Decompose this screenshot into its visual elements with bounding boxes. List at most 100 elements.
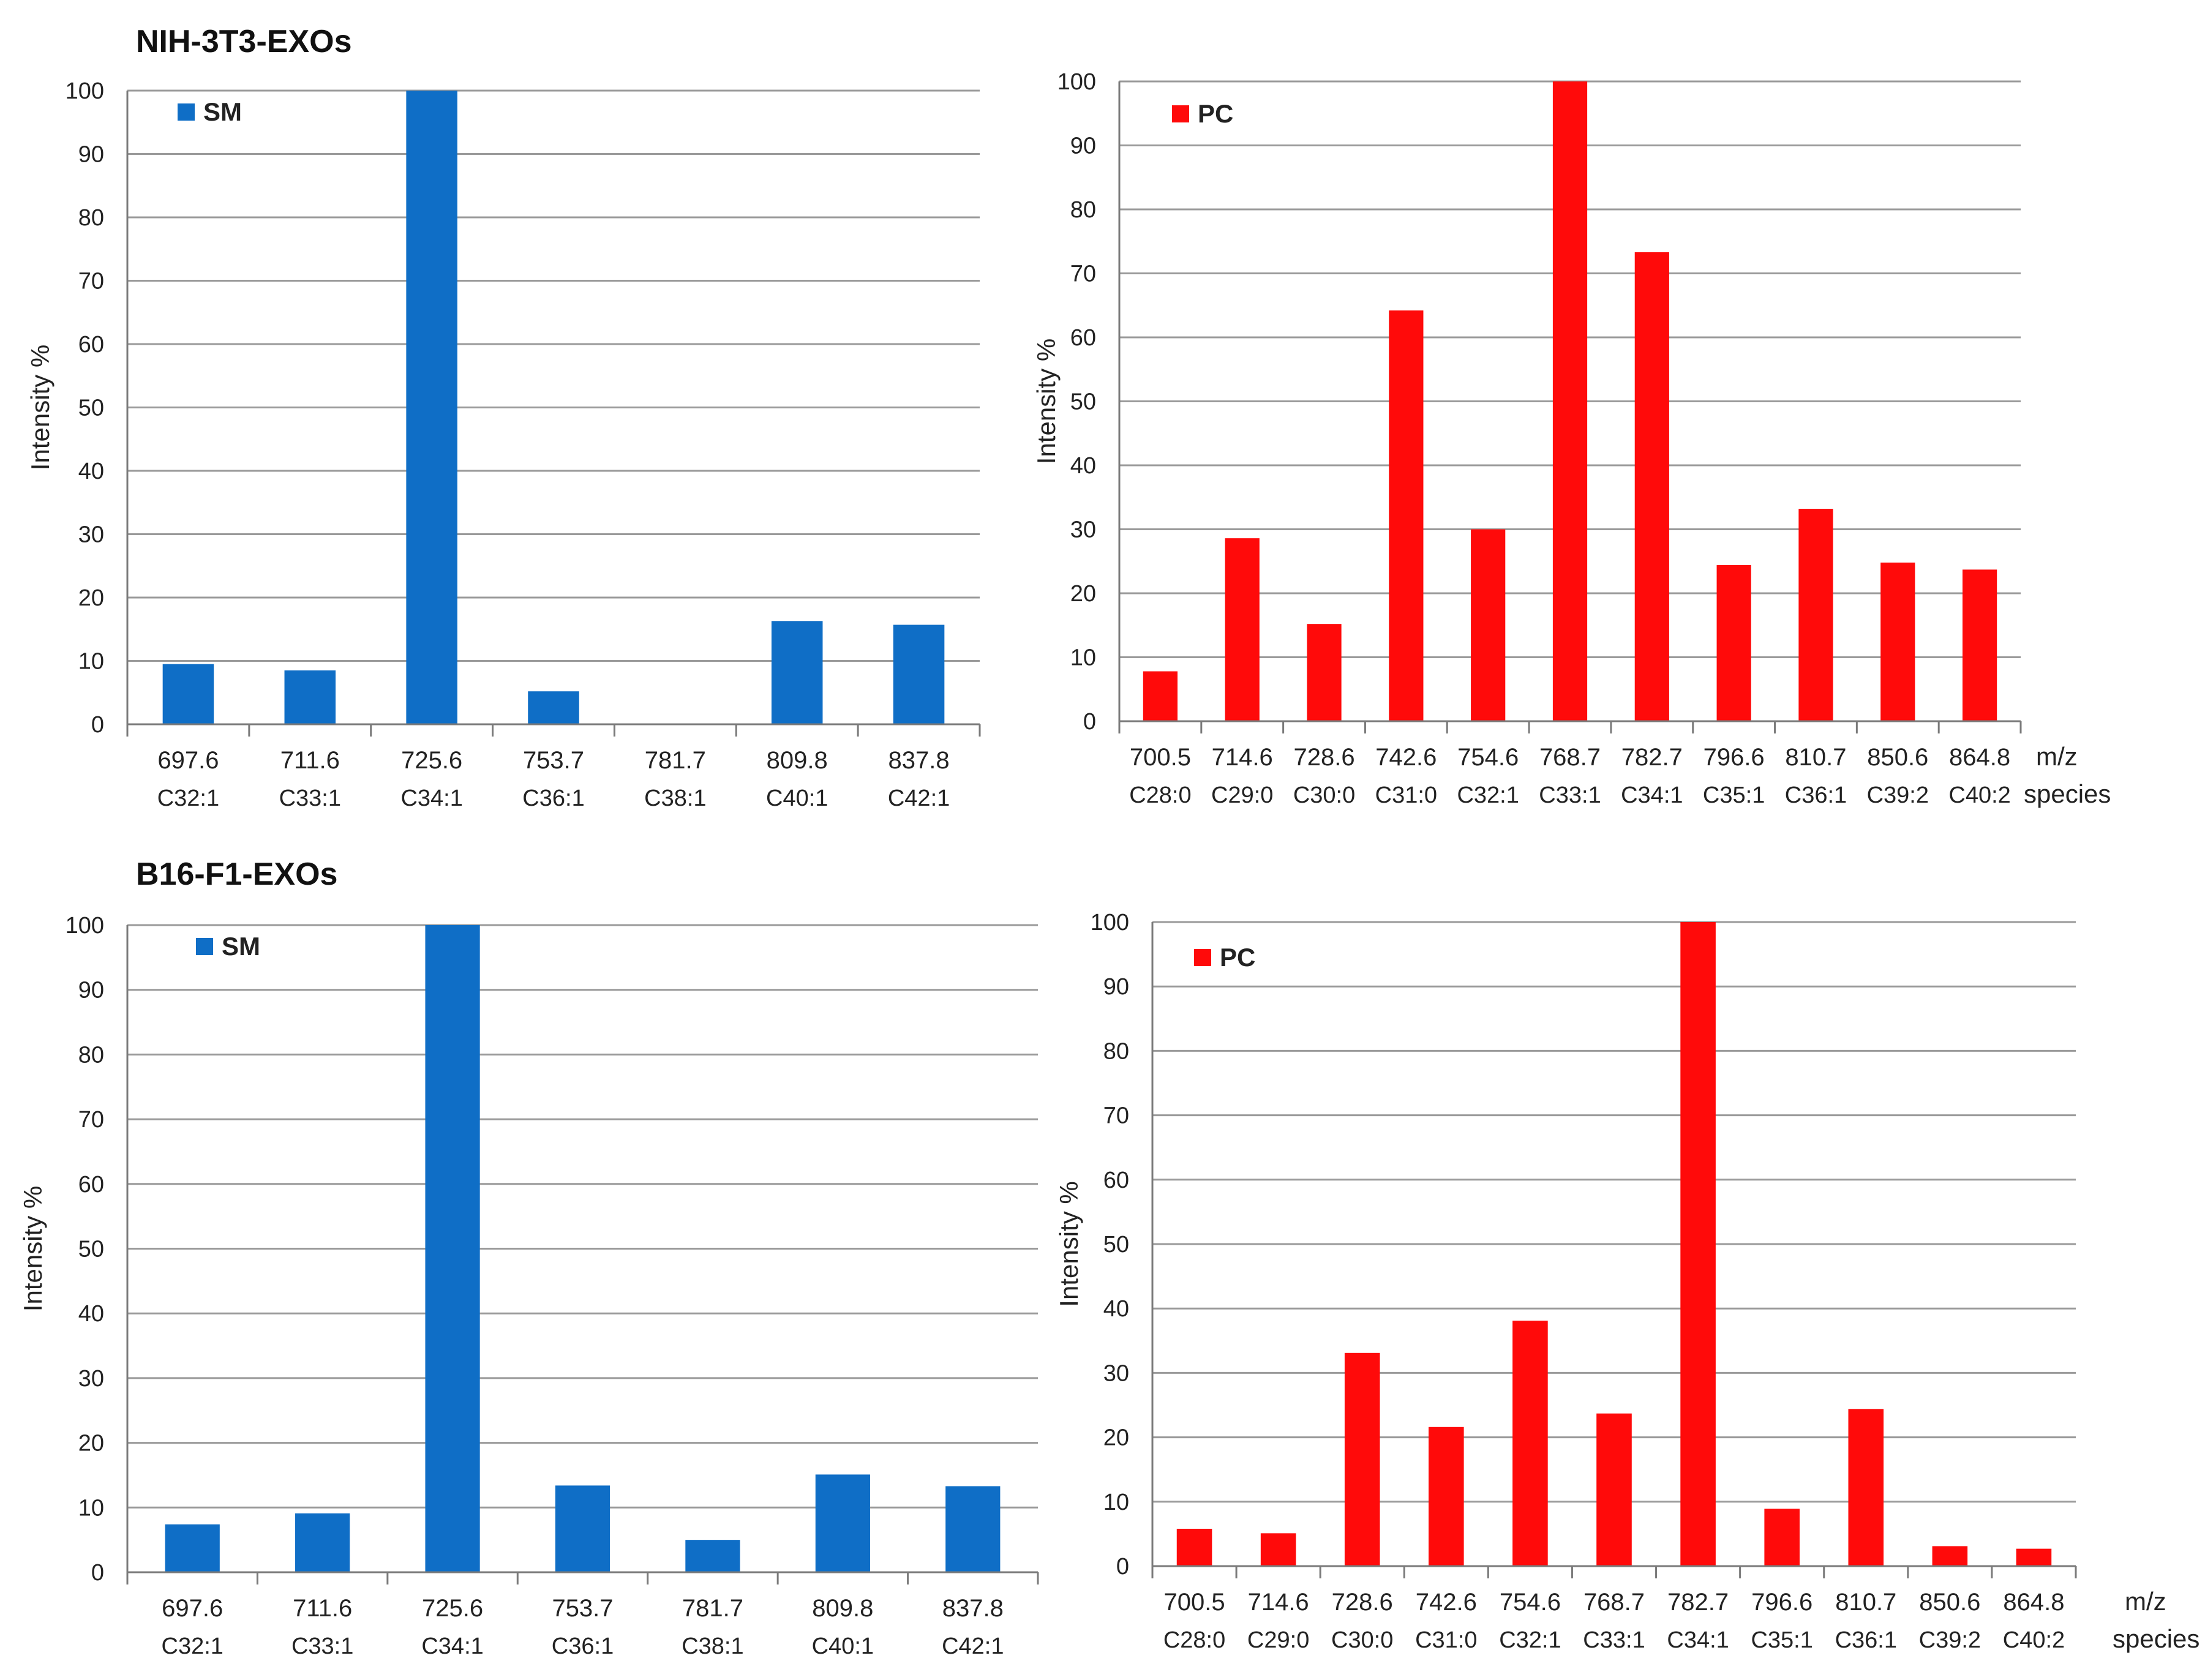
chart2-species-label: C29:0: [1211, 782, 1273, 808]
chart1-ytick-label: 80: [78, 205, 104, 231]
chart2-bar-810.7: [1798, 509, 1833, 721]
chart4-xtick-label: 864.8: [2003, 1589, 2064, 1616]
chart2-xtick-label: 782.7: [1621, 744, 1683, 771]
chart4-legend-label: PC: [1220, 943, 1255, 972]
chart4-xtick-label: 728.6: [1332, 1589, 1393, 1616]
chart1-xtick-label: 725.6: [401, 747, 462, 774]
chart1-species-label: C40:1: [766, 786, 828, 811]
chart3-xtick-label: 725.6: [422, 1595, 483, 1622]
chart3-ytick-label: 40: [78, 1301, 104, 1327]
chart3-ylabel: Intensity %: [18, 1186, 47, 1311]
chart4-species-label: C31:0: [1415, 1627, 1477, 1653]
chart2-species-label: C31:0: [1375, 782, 1437, 808]
chart4-bar-742.6: [1429, 1427, 1464, 1566]
chart4-species-label: C28:0: [1163, 1627, 1225, 1653]
chart3-ytick-label: 60: [78, 1172, 104, 1198]
chart4-xtick-label: 850.6: [1919, 1589, 1980, 1616]
chart4-species-label: C40:2: [2003, 1627, 2065, 1653]
chart2-ytick-label: 40: [1070, 453, 1096, 479]
chart2-xtick-label: 796.6: [1704, 744, 1765, 771]
chart3-ytick-label: 100: [66, 913, 104, 939]
chart1-ytick-label: 30: [78, 522, 104, 548]
chart4-ylabel: Intensity %: [1054, 1181, 1083, 1307]
chart2-species-label: C40:2: [1948, 782, 2010, 808]
chart2-ytick-label: 80: [1070, 197, 1096, 223]
chart2-species-label: C33:1: [1539, 782, 1601, 808]
chart2-xtick-label: 700.5: [1130, 744, 1191, 771]
chart1-ytick-label: 0: [91, 712, 104, 738]
chart3-xtick-label: 837.8: [942, 1595, 1004, 1622]
chart2-bar-782.7: [1634, 252, 1669, 721]
chart2-xtick-label: 754.6: [1457, 744, 1519, 771]
chart3-ytick-label: 80: [78, 1042, 104, 1068]
chart1-xtick-label: 711.6: [280, 747, 340, 774]
chart2-bar-700.5: [1143, 671, 1178, 721]
chart4-xtick-label: 810.7: [1835, 1589, 1896, 1616]
chart4-xtick-label: 742.6: [1416, 1589, 1477, 1616]
chart3-species-label: C34:1: [421, 1633, 483, 1659]
chart4-mz-label: m/z: [2125, 1587, 2166, 1616]
chart4-ytick-label: 20: [1103, 1425, 1129, 1451]
chart1-xtick-label: 697.6: [157, 747, 219, 774]
chart2-ytick-label: 20: [1070, 581, 1096, 607]
chart4-ytick-label: 0: [1116, 1554, 1129, 1580]
chart2-xtick-label: 810.7: [1785, 744, 1846, 771]
chart2-species-label: C30:0: [1293, 782, 1355, 808]
chart3-bar-725.6: [425, 925, 480, 1572]
chart4-bar-782.7: [1680, 922, 1716, 1566]
chart4-bar-850.6: [1932, 1546, 1968, 1566]
chart4-species-label: C29:0: [1247, 1627, 1309, 1653]
chart2-xtick-label: 850.6: [1867, 744, 1928, 771]
chart2-ytick-label: 0: [1083, 709, 1096, 735]
chart1-species-label: C42:1: [888, 786, 950, 811]
chart4-ytick-label: 80: [1103, 1038, 1129, 1064]
chart2-xtick-label: 742.6: [1375, 744, 1437, 771]
chart4-ytick-label: 70: [1103, 1103, 1129, 1129]
chart1-species-label: C32:1: [157, 786, 219, 811]
chart4-species-label: C35:1: [1751, 1627, 1812, 1653]
chart2-species-label: C35:1: [1703, 782, 1765, 808]
chart4-xtick-label: 768.7: [1583, 1589, 1645, 1616]
chart2-xtick-label: 864.8: [1949, 744, 2010, 771]
chart2-legend-swatch: [1172, 105, 1189, 122]
chart2-ytick-label: 100: [1057, 69, 1096, 95]
chart2-species-label: C28:0: [1129, 782, 1191, 808]
chart2-xtick-label: 768.7: [1539, 744, 1601, 771]
chart3-bar-781.7: [685, 1540, 740, 1572]
chart1-xtick-label: 809.8: [767, 747, 828, 774]
chart4-ytick-label: 90: [1103, 974, 1129, 1000]
chart1-bar-837.8: [893, 624, 945, 724]
chart1-bar-753.7: [528, 691, 579, 724]
chart4-xtick-label: 782.7: [1667, 1589, 1729, 1616]
chart2-ytick-label: 30: [1070, 517, 1096, 543]
section-title-nih3t3: NIH-3T3-EXOs: [136, 24, 352, 59]
chart2-species-axis-label: species: [2024, 779, 2111, 808]
chart4-ytick-label: 40: [1103, 1296, 1129, 1322]
chart2-ytick-label: 10: [1070, 645, 1096, 671]
chart4-ytick-label: 10: [1103, 1490, 1129, 1515]
chart4-species-label: C33:1: [1583, 1627, 1645, 1653]
chart3-xtick-label: 781.7: [682, 1595, 743, 1622]
chart1-ylabel: Intensity %: [26, 345, 54, 470]
chart2-species-label: C39:2: [1867, 782, 1929, 808]
chart3-species-label: C33:1: [291, 1633, 353, 1659]
chart1-species-label: C34:1: [400, 786, 462, 811]
chart1-ytick-label: 70: [78, 269, 104, 294]
chart2-legend-label: PC: [1198, 99, 1233, 128]
chart3-legend-swatch: [196, 938, 213, 955]
chart3-xtick-label: 753.7: [552, 1595, 613, 1622]
chart2-species-label: C34:1: [1621, 782, 1683, 808]
chart1-ytick-label: 40: [78, 459, 104, 484]
chart3-legend-label: SM: [222, 932, 260, 961]
chart4-xtick-label: 796.6: [1751, 1589, 1812, 1616]
chart3-ytick-label: 70: [78, 1107, 104, 1133]
chart1-xtick-label: 781.7: [645, 747, 706, 774]
chart3-ytick-label: 50: [78, 1237, 104, 1262]
chart2-bar-714.6: [1225, 538, 1260, 721]
chart3-bar-697.6: [165, 1524, 220, 1572]
chart3-species-label: C38:1: [682, 1633, 743, 1659]
chart3-xtick-label: 697.6: [162, 1595, 223, 1622]
chart4-bar-864.8: [2016, 1548, 2052, 1566]
chart3-ytick-label: 20: [78, 1431, 104, 1457]
